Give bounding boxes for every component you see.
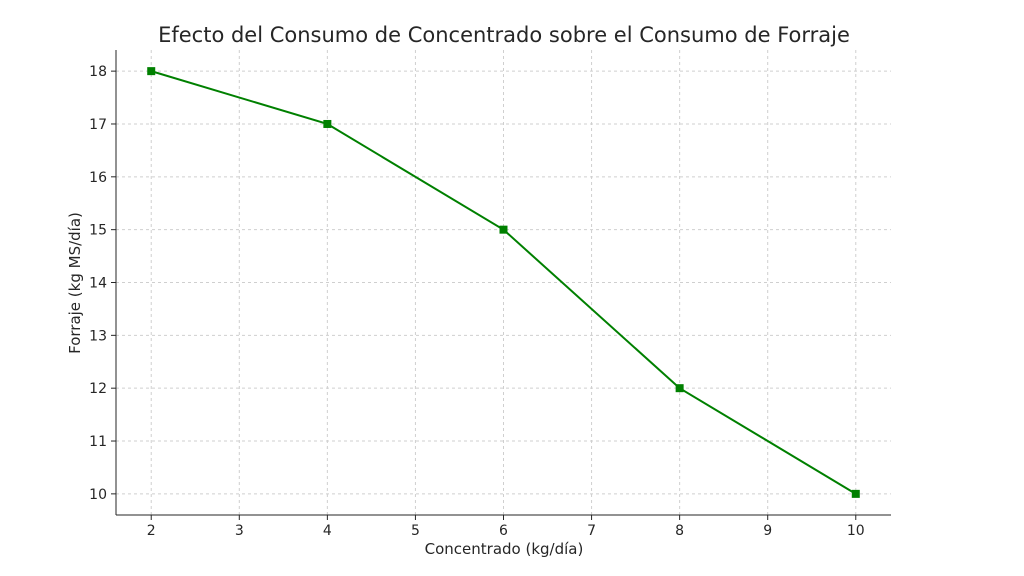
x-tick-label: 2 — [147, 523, 156, 539]
y-tick-label: 14 — [89, 276, 107, 292]
x-tick-label: 4 — [323, 523, 332, 539]
series-group — [147, 67, 860, 498]
y-axis-ticks: 10 11 12 13 14 15 16 17 18 — [89, 64, 116, 503]
x-tick-label: 8 — [675, 523, 684, 539]
data-point — [675, 384, 684, 393]
y-tick-label: 17 — [89, 117, 107, 133]
x-tick-label: 9 — [763, 523, 772, 539]
x-tick-label: 6 — [499, 523, 508, 539]
data-point — [323, 119, 332, 128]
y-tick-label: 12 — [89, 381, 107, 397]
x-axis-ticks: 2 3 4 5 6 7 8 9 10 — [147, 515, 865, 539]
y-tick-label: 10 — [89, 487, 107, 503]
y-axis-label: Forraje (kg MS/día) — [66, 212, 84, 354]
x-axis-label: Concentrado (kg/día) — [425, 540, 584, 558]
y-tick-label: 13 — [89, 328, 107, 344]
y-tick-label: 15 — [89, 223, 107, 239]
x-tick-label: 10 — [847, 523, 865, 539]
chart-title: Efecto del Consumo de Concentrado sobre … — [158, 23, 850, 47]
x-tick-label: 7 — [587, 523, 596, 539]
y-tick-label: 18 — [89, 64, 107, 80]
x-tick-label: 3 — [235, 523, 244, 539]
y-tick-label: 11 — [89, 434, 107, 450]
data-point — [147, 67, 156, 76]
data-point — [851, 489, 860, 498]
data-point — [499, 225, 508, 234]
x-tick-label: 5 — [411, 523, 420, 539]
y-tick-label: 16 — [89, 170, 107, 186]
